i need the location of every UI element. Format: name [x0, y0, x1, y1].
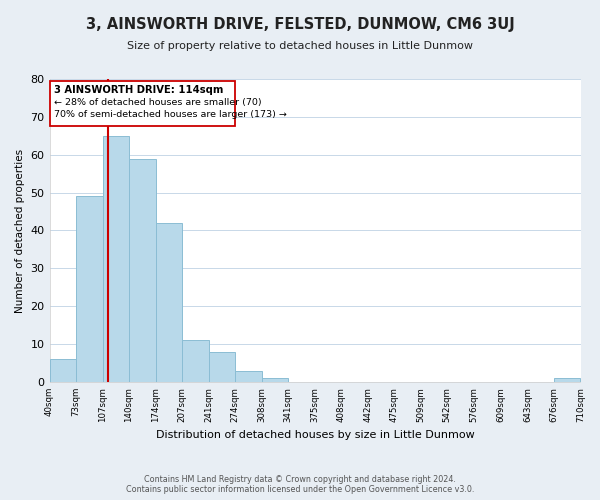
- Text: 3 AINSWORTH DRIVE: 114sqm: 3 AINSWORTH DRIVE: 114sqm: [53, 84, 223, 94]
- Bar: [156, 223, 182, 382]
- Bar: [103, 136, 129, 382]
- Bar: [182, 340, 209, 382]
- Bar: [235, 370, 262, 382]
- Text: Size of property relative to detached houses in Little Dunmow: Size of property relative to detached ho…: [127, 41, 473, 51]
- Text: ← 28% of detached houses are smaller (70): ← 28% of detached houses are smaller (70…: [53, 98, 261, 107]
- Text: 3, AINSWORTH DRIVE, FELSTED, DUNMOW, CM6 3UJ: 3, AINSWORTH DRIVE, FELSTED, DUNMOW, CM6…: [86, 18, 514, 32]
- Bar: [76, 196, 103, 382]
- Bar: [209, 352, 235, 382]
- Bar: [50, 359, 76, 382]
- Bar: [50, 81, 235, 126]
- Text: Contains HM Land Registry data © Crown copyright and database right 2024.: Contains HM Land Registry data © Crown c…: [144, 474, 456, 484]
- Bar: [554, 378, 580, 382]
- Bar: [262, 378, 288, 382]
- X-axis label: Distribution of detached houses by size in Little Dunmow: Distribution of detached houses by size …: [155, 430, 475, 440]
- Text: Contains public sector information licensed under the Open Government Licence v3: Contains public sector information licen…: [126, 485, 474, 494]
- Text: 70% of semi-detached houses are larger (173) →: 70% of semi-detached houses are larger (…: [53, 110, 286, 120]
- Y-axis label: Number of detached properties: Number of detached properties: [15, 148, 25, 312]
- Bar: [129, 158, 156, 382]
